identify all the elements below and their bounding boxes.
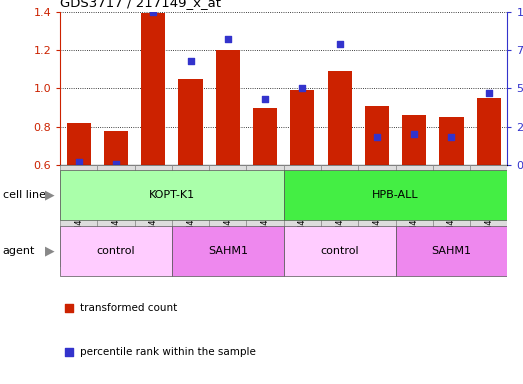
- Text: agent: agent: [3, 245, 35, 256]
- FancyBboxPatch shape: [172, 225, 283, 276]
- Bar: [104, 131, 128, 165]
- Point: [186, 58, 195, 64]
- Bar: [476, 98, 501, 165]
- Point: [224, 36, 232, 42]
- Text: GSM455116: GSM455116: [111, 192, 120, 240]
- FancyBboxPatch shape: [60, 165, 97, 267]
- FancyBboxPatch shape: [395, 225, 507, 276]
- Text: GSM455121: GSM455121: [186, 192, 195, 240]
- Text: transformed count: transformed count: [80, 303, 177, 313]
- Text: control: control: [97, 245, 135, 256]
- Point: [484, 90, 493, 96]
- Bar: [402, 115, 426, 165]
- Point: [361, 73, 369, 79]
- Bar: [439, 117, 463, 165]
- FancyBboxPatch shape: [470, 165, 507, 267]
- Text: GSM455124: GSM455124: [410, 192, 418, 240]
- Point: [112, 161, 120, 167]
- Text: percentile rank within the sample: percentile rank within the sample: [80, 347, 256, 357]
- Point: [298, 85, 306, 91]
- Bar: [215, 50, 240, 165]
- Point: [149, 8, 157, 15]
- Text: ▶: ▶: [45, 189, 54, 201]
- Bar: [66, 123, 91, 165]
- FancyBboxPatch shape: [395, 165, 433, 267]
- FancyBboxPatch shape: [283, 165, 321, 267]
- Text: SAHM1: SAHM1: [208, 245, 248, 256]
- Text: GSM455126: GSM455126: [484, 192, 493, 240]
- FancyBboxPatch shape: [283, 225, 395, 276]
- Text: control: control: [320, 245, 359, 256]
- Text: KOPT-K1: KOPT-K1: [149, 190, 195, 200]
- Point: [261, 96, 269, 102]
- Bar: [141, 13, 165, 165]
- FancyBboxPatch shape: [60, 225, 172, 276]
- Text: GSM455122: GSM455122: [223, 192, 232, 240]
- Text: GSM455115: GSM455115: [74, 192, 83, 240]
- Text: GDS3717 / 217149_x_at: GDS3717 / 217149_x_at: [60, 0, 221, 9]
- Bar: [290, 90, 314, 165]
- FancyBboxPatch shape: [209, 165, 246, 267]
- FancyBboxPatch shape: [358, 165, 395, 267]
- Text: cell line: cell line: [3, 190, 46, 200]
- Text: GSM455118: GSM455118: [298, 192, 307, 240]
- Text: HPB-ALL: HPB-ALL: [372, 190, 419, 200]
- Text: GSM455120: GSM455120: [372, 192, 381, 240]
- Text: SAHM1: SAHM1: [431, 245, 471, 256]
- FancyBboxPatch shape: [172, 165, 209, 267]
- Point: [373, 134, 381, 141]
- Bar: [253, 108, 277, 165]
- FancyBboxPatch shape: [246, 165, 283, 267]
- FancyBboxPatch shape: [60, 170, 283, 220]
- FancyBboxPatch shape: [283, 170, 507, 220]
- FancyBboxPatch shape: [135, 165, 172, 267]
- FancyBboxPatch shape: [97, 165, 135, 267]
- Text: GSM455123: GSM455123: [260, 192, 269, 240]
- Bar: [365, 106, 389, 165]
- Bar: [327, 71, 352, 165]
- FancyBboxPatch shape: [321, 165, 358, 267]
- Bar: [178, 79, 203, 165]
- Text: GSM455119: GSM455119: [335, 192, 344, 240]
- Point: [447, 134, 456, 141]
- Point: [335, 41, 344, 47]
- Text: GSM455125: GSM455125: [447, 192, 456, 240]
- Point: [410, 131, 418, 137]
- Text: ▶: ▶: [45, 244, 54, 257]
- Point: [75, 159, 83, 165]
- FancyBboxPatch shape: [433, 165, 470, 267]
- Text: GSM455117: GSM455117: [149, 192, 158, 240]
